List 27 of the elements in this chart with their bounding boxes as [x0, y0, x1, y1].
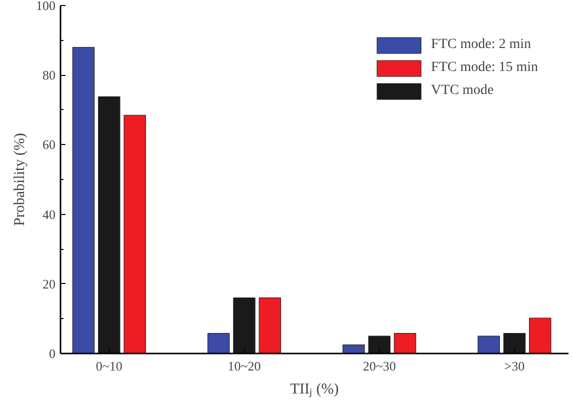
y-tick-label: 100	[36, 0, 56, 13]
legend-label: FTC mode: 2 min	[431, 37, 531, 53]
bar	[478, 336, 500, 354]
y-tick-label: 20	[42, 276, 56, 292]
legend-label: FTC mode: 15 min	[431, 60, 538, 76]
y-axis-title: Probability (%)	[12, 133, 28, 226]
x-tick-label: >30	[504, 358, 525, 374]
x-axis-title: TIIⱼ (%)	[290, 382, 339, 398]
bar	[529, 318, 552, 354]
bar	[258, 298, 282, 354]
x-tick-label: 0~10	[96, 358, 122, 374]
x-tick-label: 10~20	[228, 358, 261, 374]
bar	[98, 96, 120, 354]
y-tick-label: 0	[49, 346, 56, 361]
bar	[124, 114, 146, 354]
x-tick-label: 20~30	[362, 358, 396, 374]
bar	[342, 344, 365, 354]
bar	[394, 333, 416, 354]
bar	[233, 298, 256, 354]
y-tick-label: 80	[42, 68, 56, 83]
y-tick-label: 60	[42, 137, 56, 152]
bar	[72, 46, 95, 354]
bar	[503, 333, 526, 354]
bar	[207, 333, 230, 354]
bar	[368, 336, 390, 354]
y-tick-label: 40	[42, 206, 56, 222]
legend-label: VTC mode	[431, 83, 494, 99]
